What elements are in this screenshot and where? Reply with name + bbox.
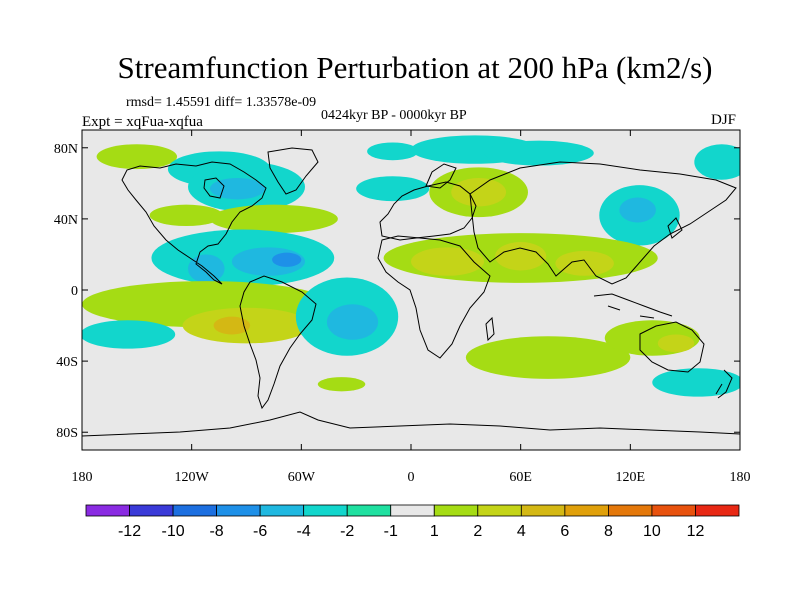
anomaly-pos-16	[411, 247, 485, 276]
anomaly-neg-3	[209, 178, 265, 200]
anomaly-field	[82, 135, 740, 397]
anomaly-pos-0	[96, 144, 178, 170]
coastline-europe	[379, 181, 477, 241]
colorbar-label: -12	[118, 523, 141, 540]
anomaly-neg-26	[82, 320, 176, 349]
x-tick-label: 60E	[509, 470, 532, 485]
anomaly-pos-18	[555, 250, 614, 276]
colorbar-swatch	[695, 504, 740, 517]
period-label: 0424kyr BP - 0000kyr BP	[321, 108, 467, 123]
colorbar-swatch	[259, 504, 305, 517]
colorbar: -12 -10 -8 -6 -4 -2 -1 1 2 4 6 8 10 12	[85, 504, 740, 540]
coastline-africa	[377, 235, 491, 359]
anomaly-pos-25	[213, 316, 251, 335]
colorbar-label: -2	[340, 523, 354, 540]
coastline-north-america	[121, 161, 267, 285]
colorbar-label: 10	[643, 523, 661, 540]
y-tick-label: 40S	[56, 355, 78, 370]
coastline-south-america	[239, 275, 317, 410]
coastline-scandinavia	[425, 163, 457, 189]
coastline-indonesia	[593, 293, 673, 319]
colorbar-swatch	[172, 504, 217, 517]
colorbar-swatch	[564, 504, 609, 517]
anomaly-neg-9	[484, 140, 594, 166]
anomaly-pos-29	[317, 377, 366, 392]
coastline-antarctica	[82, 411, 740, 437]
anomaly-neg-28	[326, 304, 379, 340]
colorbar-swatch	[390, 504, 435, 517]
coastline-new-zealand	[715, 369, 733, 399]
colorbar-label: 2	[473, 523, 482, 540]
x-tick-label: 180	[72, 470, 93, 485]
colorbar-label: -6	[253, 523, 267, 540]
coastline-madagascar	[485, 316, 495, 342]
axes: 180 120W 60W 0 60E 120E 180 80N 40N 0 40S 80S	[54, 130, 751, 485]
coastline-australia	[639, 321, 705, 373]
season-label: DJF	[711, 112, 737, 128]
colorbar-swatch	[433, 504, 479, 517]
anomaly-pos-30	[465, 336, 631, 379]
x-tick-label: 180	[730, 470, 751, 485]
coastlines	[82, 147, 740, 437]
anomaly-neg-7	[356, 176, 430, 202]
x-tick-label: 0	[408, 470, 415, 485]
colorbar-label: -4	[297, 523, 311, 540]
x-tick-label: 60W	[288, 470, 316, 485]
anomaly-pos-32	[657, 334, 695, 353]
coastline-japan	[667, 217, 683, 239]
x-tick-label: 120E	[616, 470, 646, 485]
colorbar-swatch	[520, 504, 566, 517]
anomaly-pos-5	[209, 204, 338, 234]
anomaly-pos-17	[495, 242, 547, 271]
anomaly-neg-14	[619, 197, 656, 223]
colorbar-swatch	[346, 504, 392, 517]
anomaly-neg-33	[652, 368, 740, 397]
y-tick-label: 80S	[56, 426, 78, 441]
anomaly-pos-4	[149, 204, 223, 226]
colorbar-label: 4	[517, 523, 526, 540]
colorbar-swatch	[129, 504, 174, 517]
colorbar-swatch	[303, 504, 348, 517]
colorbar-swatch	[608, 504, 653, 517]
y-tick-label: 80N	[54, 142, 78, 157]
stats-label: rmsd= 1.45591 diff= 1.33578e-09	[126, 95, 317, 110]
anomaly-neg-10	[694, 144, 740, 180]
y-tick-label: 0	[71, 284, 78, 299]
experiment-label: Expt = xqFua-xqfua	[82, 114, 203, 130]
colorbar-label: -1	[384, 523, 398, 540]
colorbar-swatch	[477, 504, 522, 517]
colorbar-label: 12	[687, 523, 705, 540]
colorbar-swatch	[651, 504, 696, 517]
x-tick-label: 120W	[175, 470, 210, 485]
chart-title: Streamfunction Perturbation at 200 hPa (…	[117, 50, 713, 85]
colorbar-label: 1	[430, 523, 439, 540]
colorbar-swatch	[85, 504, 130, 517]
coastline-greenland	[267, 147, 319, 195]
anomaly-neg-6	[367, 142, 419, 161]
colorbar-label: -10	[162, 523, 185, 540]
coastline-asia	[469, 161, 737, 285]
anomaly-neg-22	[188, 254, 225, 283]
anomaly-neg-21	[272, 252, 302, 267]
colorbar-label: -8	[209, 523, 223, 540]
colorbar-label: 6	[560, 523, 569, 540]
colorbar-label: 8	[604, 523, 613, 540]
y-tick-label: 40N	[54, 213, 78, 228]
anomaly-pos-12	[451, 178, 507, 207]
colorbar-swatch	[216, 504, 261, 517]
coastline-hudson-bay	[203, 177, 225, 199]
